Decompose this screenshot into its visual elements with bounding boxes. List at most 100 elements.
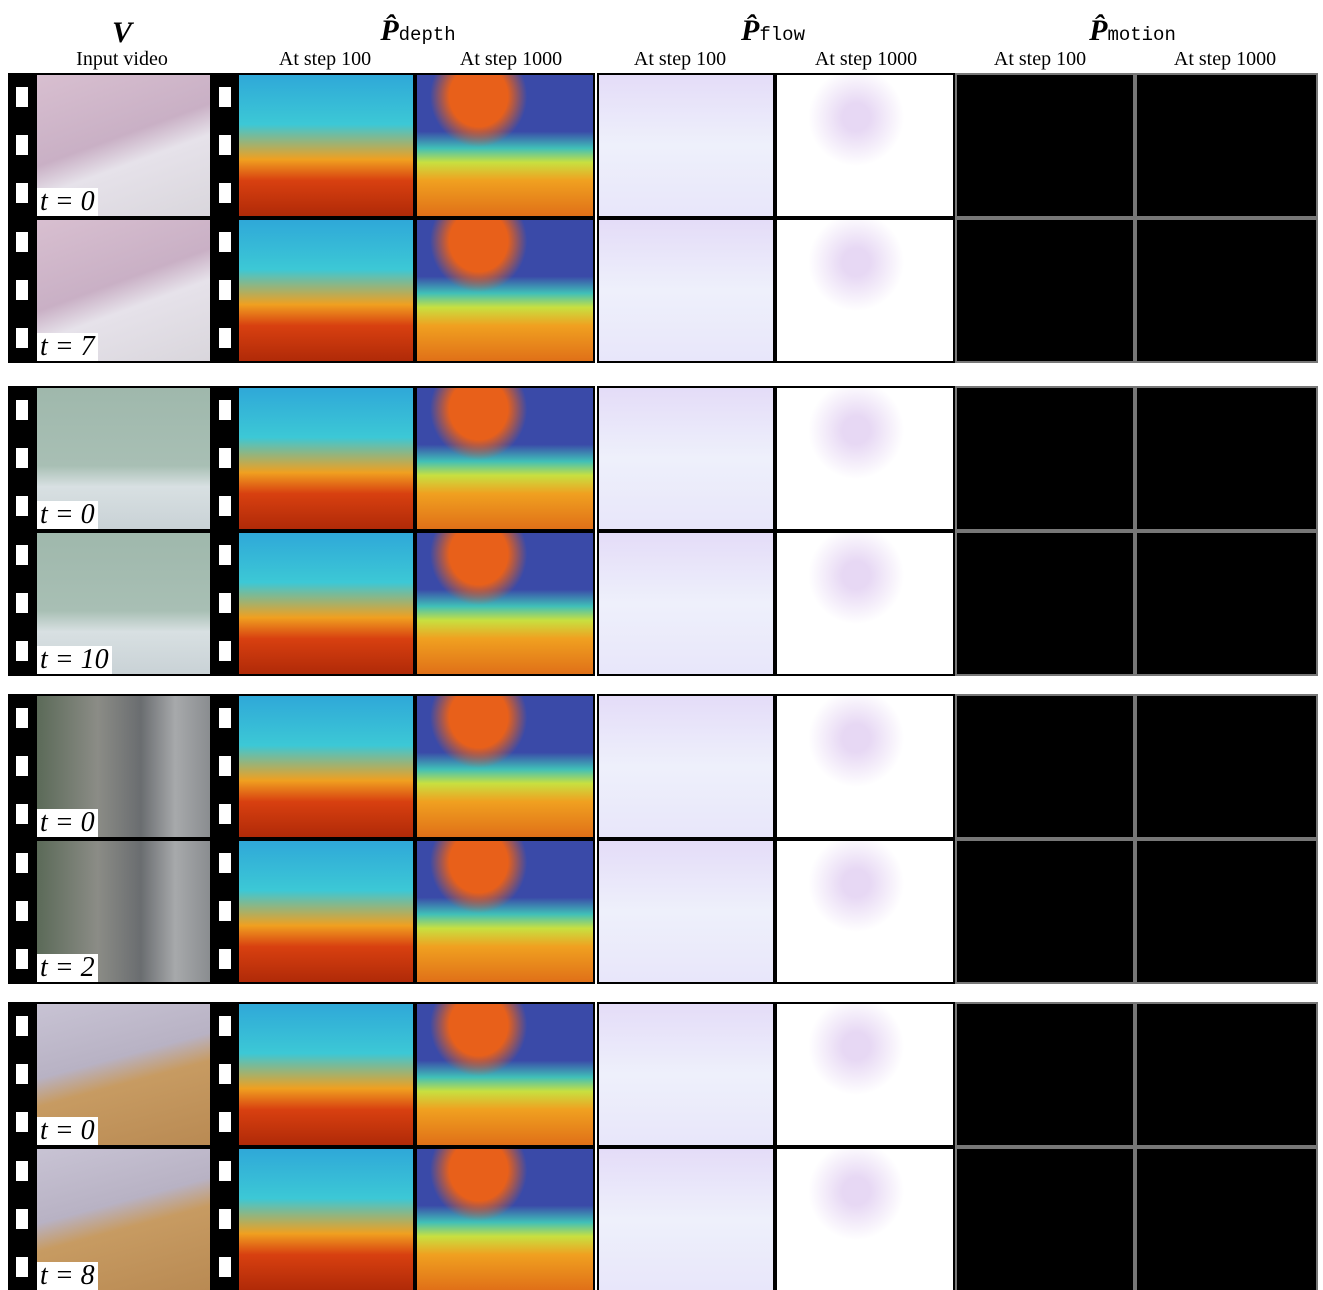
- motion-map: [1135, 694, 1318, 839]
- input-frame: t = 0: [35, 694, 212, 839]
- film-hole: [16, 1112, 28, 1132]
- prediction-map: [415, 531, 595, 676]
- prediction-map: [415, 386, 595, 531]
- film-hole: [219, 1016, 231, 1036]
- film-hole: [16, 708, 28, 728]
- motion-map: [955, 73, 1135, 218]
- prediction-map: [597, 531, 775, 676]
- prediction-map: [597, 1002, 775, 1147]
- motion-map: [955, 218, 1135, 363]
- film-strip: [8, 694, 35, 839]
- film-hole: [219, 1209, 231, 1229]
- film-strip: [8, 1147, 35, 1290]
- motion-map: [955, 1147, 1135, 1290]
- time-label: t = 0: [37, 501, 98, 529]
- symbol: P̂: [741, 14, 759, 47]
- figure: VInput videoP̂depthAt step 100At step 10…: [0, 0, 1323, 1290]
- prediction-map: [237, 73, 415, 218]
- motion-map: [955, 1002, 1135, 1147]
- film-hole: [219, 593, 231, 613]
- step-label: At step 100: [950, 48, 1130, 71]
- film-strip: [8, 531, 35, 676]
- time-label: t = 0: [37, 188, 98, 216]
- film-hole: [16, 87, 28, 107]
- film-strip: [212, 839, 237, 984]
- input-frame: t = 0: [35, 73, 212, 218]
- input-frame: t = 0: [35, 386, 212, 531]
- input-symbol: V: [92, 16, 152, 50]
- prediction-map: [415, 839, 595, 984]
- film-hole: [219, 328, 231, 348]
- prediction-map: [237, 218, 415, 363]
- time-label: t = 7: [37, 333, 98, 361]
- film-strip: [212, 531, 237, 676]
- film-hole: [219, 949, 231, 969]
- step-label: At step 100: [235, 48, 415, 71]
- film-hole: [219, 400, 231, 420]
- film-hole: [16, 756, 28, 776]
- prediction-map: [775, 1147, 955, 1290]
- motion-map: [1135, 531, 1318, 676]
- prediction-map: [775, 1002, 955, 1147]
- film-hole: [219, 756, 231, 776]
- film-strip: [212, 1147, 237, 1290]
- motion-map: [955, 839, 1135, 984]
- film-hole: [219, 804, 231, 824]
- time-label: t = 8: [37, 1262, 98, 1290]
- subscript: depth: [399, 24, 456, 46]
- film-hole: [16, 1257, 28, 1277]
- prediction-map: [597, 218, 775, 363]
- input-frame: t = 7: [35, 218, 212, 363]
- film-hole: [219, 448, 231, 468]
- prediction-map: [415, 73, 595, 218]
- input-frame: t = 0: [35, 1002, 212, 1147]
- prediction-map: [237, 1147, 415, 1290]
- prediction-map: [415, 1002, 595, 1147]
- motion-map: [955, 386, 1135, 531]
- film-hole: [16, 135, 28, 155]
- prediction-map: [237, 839, 415, 984]
- film-hole: [16, 183, 28, 203]
- group-title: P̂motion: [1033, 14, 1233, 48]
- motion-map: [1135, 1147, 1318, 1290]
- film-hole: [219, 901, 231, 921]
- film-hole: [16, 1064, 28, 1084]
- input-frame: t = 10: [35, 531, 212, 676]
- film-strip: [8, 1002, 35, 1147]
- film-hole: [219, 280, 231, 300]
- prediction-map: [597, 694, 775, 839]
- film-hole: [16, 280, 28, 300]
- subscript: motion: [1107, 24, 1175, 46]
- film-strip: [8, 218, 35, 363]
- prediction-map: [597, 839, 775, 984]
- prediction-map: [775, 531, 955, 676]
- film-hole: [219, 641, 231, 661]
- motion-map: [1135, 839, 1318, 984]
- motion-map: [1135, 386, 1318, 531]
- film-strip: [212, 73, 237, 218]
- subscript: flow: [759, 24, 805, 46]
- group-title: P̂depth: [318, 14, 518, 48]
- film-hole: [16, 496, 28, 516]
- motion-map: [1135, 73, 1318, 218]
- film-hole: [219, 232, 231, 252]
- prediction-map: [597, 73, 775, 218]
- film-strip: [212, 694, 237, 839]
- step-label: At step 1000: [1135, 48, 1315, 71]
- film-hole: [219, 496, 231, 516]
- prediction-map: [775, 839, 955, 984]
- group-title: P̂flow: [673, 14, 873, 48]
- film-hole: [16, 901, 28, 921]
- prediction-map: [415, 694, 595, 839]
- film-hole: [219, 545, 231, 565]
- film-hole: [219, 183, 231, 203]
- prediction-map: [415, 1147, 595, 1290]
- prediction-map: [237, 1002, 415, 1147]
- step-label: At step 100: [590, 48, 770, 71]
- film-hole: [16, 545, 28, 565]
- motion-map: [1135, 1002, 1318, 1147]
- film-strip: [8, 386, 35, 531]
- film-strip: [212, 386, 237, 531]
- film-hole: [16, 593, 28, 613]
- film-hole: [219, 135, 231, 155]
